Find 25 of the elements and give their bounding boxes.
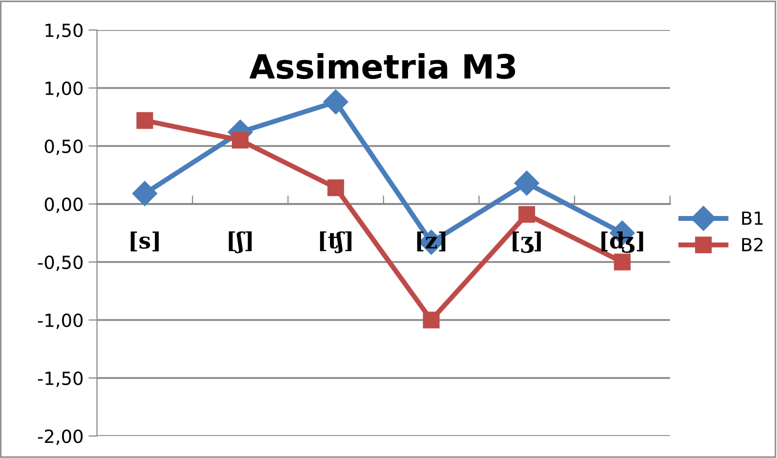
point (422, 312, 440, 328)
point (232, 132, 249, 149)
x-tick-label: [s] (130, 232, 159, 252)
point (323, 89, 348, 114)
y-tick-label: 0,00 (44, 197, 83, 213)
legend-label: B2 (742, 238, 762, 252)
x-tick-label: [ʤ] (601, 232, 644, 253)
point (327, 179, 344, 196)
y-tick-label: -1,50 (38, 371, 83, 387)
point (518, 206, 536, 223)
x-tick-label: [ʧ] (320, 231, 352, 254)
point (614, 254, 631, 270)
y-tick-label: 0,50 (44, 139, 83, 155)
y-tick-label: 1,50 (46, 23, 83, 39)
point (136, 112, 154, 129)
y-tick-label: -1,00 (38, 313, 83, 329)
y-tick-label: 1,00 (46, 81, 83, 97)
y-tick-label: -2,00 (38, 429, 83, 445)
x-tick-label: [ʒ] (512, 232, 541, 253)
legend-label: B1 (742, 212, 763, 225)
x-tick-label: [ʃ] (228, 231, 252, 254)
y-tick-label: -0,50 (38, 255, 83, 271)
point (514, 170, 540, 196)
text: Assimetria M3 (249, 53, 516, 79)
point (132, 181, 158, 206)
